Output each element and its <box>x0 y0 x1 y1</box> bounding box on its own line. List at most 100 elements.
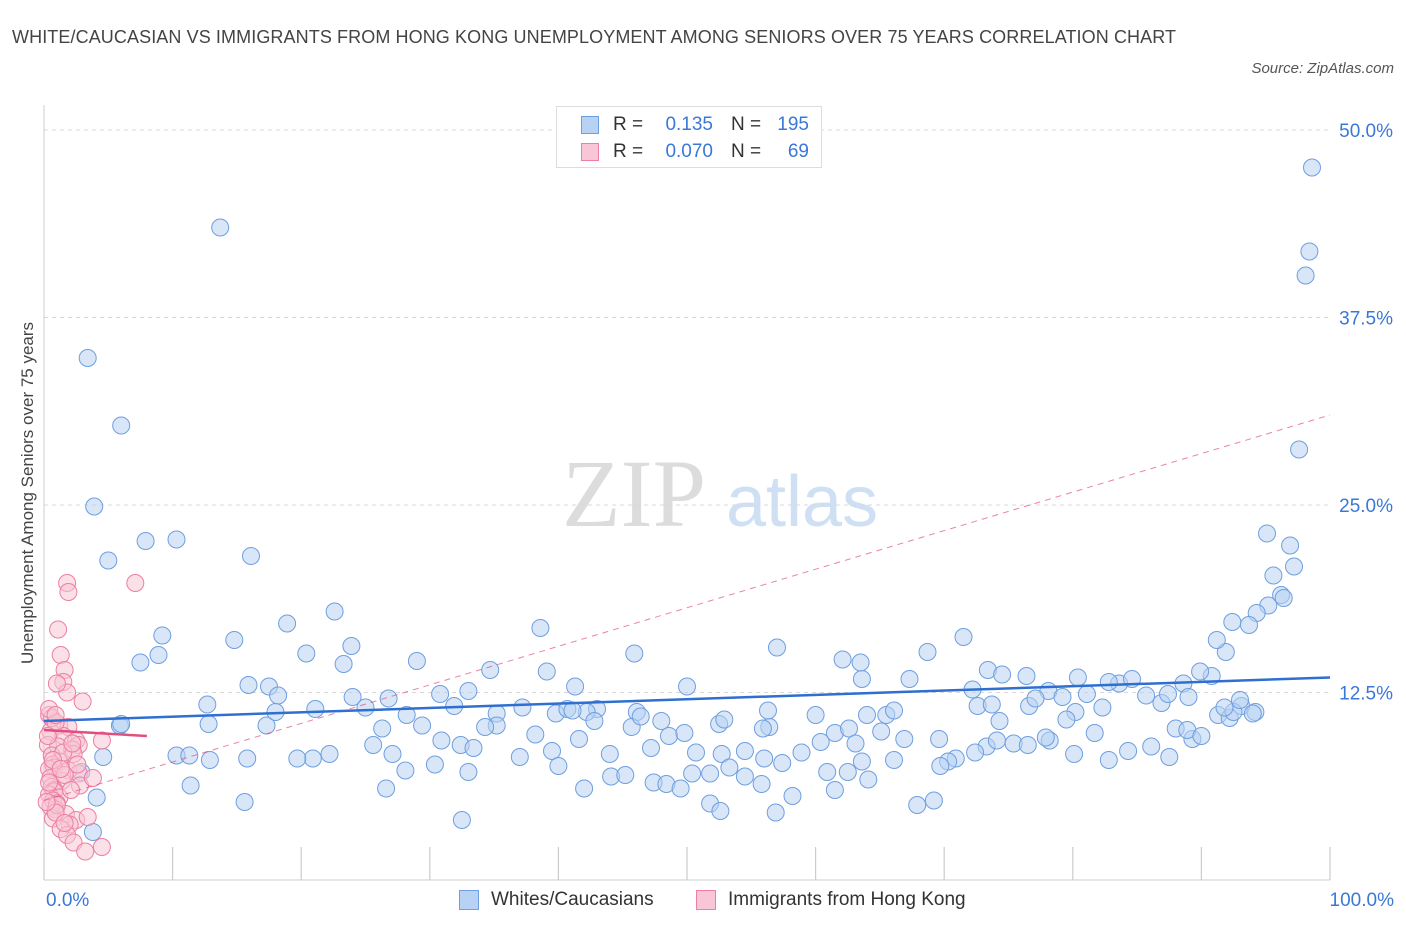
data-point <box>1264 566 1283 585</box>
data-point <box>895 730 914 748</box>
data-point <box>73 692 92 711</box>
data-point <box>1057 710 1076 729</box>
data-point <box>325 602 344 621</box>
data-point <box>131 653 150 672</box>
data-point <box>755 749 774 768</box>
data-point <box>1300 242 1319 261</box>
data-point <box>566 677 585 696</box>
stats-legend: R = 0.135 N = 195 R = 0.070 N = 69 <box>556 106 822 168</box>
data-point <box>885 701 903 720</box>
data-point <box>825 781 844 799</box>
data-point <box>918 643 937 661</box>
data-point <box>306 700 325 718</box>
data-point <box>838 763 857 781</box>
legend-n-label: N = <box>731 141 762 162</box>
data-point <box>616 766 635 784</box>
data-point <box>1281 536 1300 555</box>
data-point <box>76 842 95 861</box>
data-point <box>225 631 244 649</box>
y-tick-label: 37.5% <box>1339 309 1393 330</box>
data-point <box>811 733 830 751</box>
data-point <box>846 734 865 753</box>
y-tick-label: 50.0% <box>1339 121 1393 142</box>
data-point <box>1207 631 1226 649</box>
data-point <box>773 754 792 772</box>
legend-r-value: 0.070 <box>665 141 713 162</box>
data-point <box>126 574 145 592</box>
data-point <box>343 688 362 706</box>
data-point <box>149 646 168 664</box>
data-point <box>1026 689 1045 708</box>
data-point <box>642 739 660 757</box>
legend-r-value: 0.135 <box>665 114 713 135</box>
data-point <box>806 706 825 724</box>
data-point <box>1179 688 1198 706</box>
chart-title: WHITE/CAUCASIAN VS IMMIGRANTS FROM HONG … <box>12 27 1177 47</box>
data-point <box>990 712 1009 730</box>
data-point <box>1099 751 1118 769</box>
data-point <box>320 745 339 763</box>
data-point <box>364 736 383 754</box>
data-point <box>1240 616 1258 634</box>
data-point <box>40 773 59 792</box>
data-point <box>94 748 113 766</box>
data-point <box>683 764 702 783</box>
data-point <box>631 707 650 726</box>
data-point <box>531 619 550 637</box>
data-point <box>678 677 696 696</box>
data-point <box>1077 685 1096 703</box>
data-point <box>198 695 217 714</box>
data-point <box>1231 691 1249 709</box>
data-point <box>1053 688 1072 706</box>
data-point <box>200 751 219 769</box>
data-point <box>356 698 375 717</box>
data-point <box>908 796 927 814</box>
data-point <box>840 719 858 738</box>
data-point <box>51 760 70 778</box>
data-point <box>585 712 604 730</box>
trend-line-hongkong <box>43 728 147 738</box>
data-point <box>687 743 705 762</box>
data-point <box>432 731 451 750</box>
data-point <box>1191 662 1210 681</box>
trend-lines <box>43 414 1331 801</box>
data-point <box>735 767 754 786</box>
data-point <box>136 532 155 550</box>
data-point <box>199 715 218 733</box>
data-point <box>425 755 444 774</box>
data-point <box>180 746 199 765</box>
data-point <box>715 710 734 729</box>
data-point <box>278 614 297 633</box>
data-point <box>373 719 392 738</box>
data-point <box>859 770 878 789</box>
data-point <box>1017 667 1036 685</box>
data-point <box>735 742 754 760</box>
data-point <box>759 701 777 720</box>
data-point <box>1085 724 1104 742</box>
data-point <box>1036 728 1055 747</box>
data-point <box>481 661 500 679</box>
data-point <box>407 652 426 670</box>
data-point <box>652 712 671 730</box>
data-point <box>37 793 56 811</box>
legend-swatch-pink <box>581 143 599 161</box>
data-point <box>1119 742 1138 760</box>
data-point <box>924 791 943 810</box>
data-point <box>549 757 568 775</box>
data-point <box>83 823 102 841</box>
legend-row-whites: R = 0.135 N = 195 <box>581 112 809 138</box>
data-point <box>211 218 230 237</box>
y-tick-label: 25.0% <box>1339 496 1393 517</box>
legend-item-hongkong[interactable]: Immigrants from Hong Kong <box>696 889 966 911</box>
data-point <box>78 808 97 826</box>
data-point <box>269 686 288 705</box>
data-point <box>570 730 588 748</box>
data-point <box>1018 736 1037 754</box>
legend-n-value: 195 <box>777 114 809 135</box>
data-point <box>900 670 919 688</box>
data-point <box>238 749 257 768</box>
legend-item-whites[interactable]: Whites/Caucasians <box>459 889 654 911</box>
data-point <box>1274 589 1293 607</box>
watermark-zip: ZIP <box>562 440 706 547</box>
data-point <box>181 776 200 795</box>
